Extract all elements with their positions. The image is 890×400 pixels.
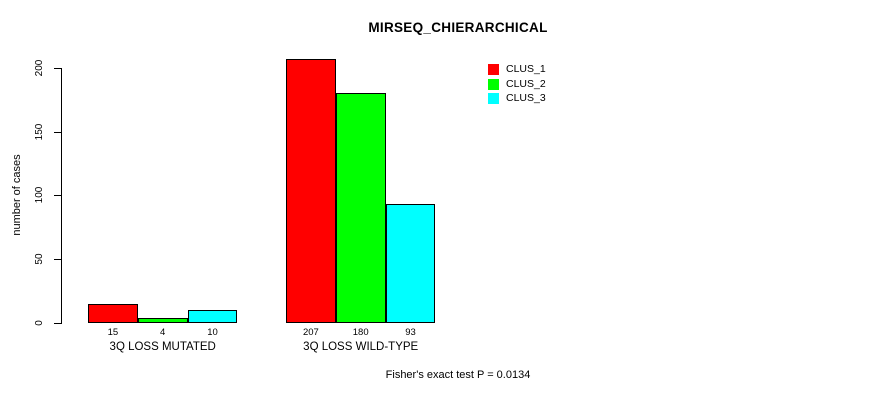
bar-value-label: 180: [352, 327, 369, 338]
bar-clus-1-3q-loss-wild-type: [286, 58, 336, 323]
y-tick-label: 200: [34, 59, 45, 77]
y-tick: [54, 131, 61, 133]
y-tick-label: 0: [34, 320, 45, 326]
y-tick-label: 50: [34, 253, 45, 265]
legend-swatch-clus_1: [488, 64, 499, 75]
bar-value-label: 207: [302, 327, 319, 338]
y-tick-label: 100: [34, 187, 45, 204]
bar-clus-3-3q-loss-mutated: [187, 310, 238, 323]
y-tick: [54, 67, 61, 69]
bar-clus-2-3q-loss-wild-type: [335, 93, 386, 323]
legend: CLUS_1 CLUS_2 CLUS_3: [488, 64, 546, 108]
legend-swatch-clus_2: [488, 78, 499, 90]
legend-item: CLUS_2: [488, 77, 546, 90]
y-tick: [54, 259, 61, 261]
bar-value-label: 4: [160, 327, 166, 338]
legend-label: CLUS_2: [506, 77, 546, 90]
chart-title: MIRSEQ_CHIERARCHICAL: [368, 20, 548, 35]
legend-item: CLUS_3: [488, 93, 546, 104]
bar-value-label: 15: [107, 327, 119, 338]
x-category-label: 3Q LOSS MUTATED: [109, 341, 216, 353]
y-tick: [54, 195, 61, 197]
annotation-text: Fisher's exact test P = 0.0134: [385, 369, 531, 381]
y-tick: [54, 323, 61, 324]
y-tick-label: 150: [34, 123, 45, 141]
y-axis-line: [61, 67, 62, 324]
legend-label: CLUS_3: [506, 92, 546, 104]
bar-value-label: 10: [207, 327, 218, 338]
bar-clus-3-3q-loss-wild-type: [385, 204, 436, 323]
bar-value-label: 93: [405, 327, 416, 338]
legend-swatch-clus_3: [488, 93, 499, 104]
bar-clus-2-3q-loss-mutated: [137, 317, 188, 323]
bar-clus-1-3q-loss-mutated: [88, 303, 138, 323]
legend-item: CLUS_1: [488, 64, 546, 75]
legend-label: CLUS_1: [506, 63, 546, 75]
x-category-label: 3Q LOSS WILD-TYPE: [303, 341, 419, 353]
